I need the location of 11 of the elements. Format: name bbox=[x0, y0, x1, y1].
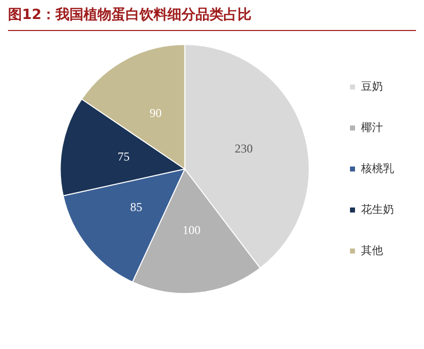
data-label: 100 bbox=[182, 223, 200, 238]
chart-title: 图12：我国植物蛋白饮料细分品类占比 bbox=[8, 6, 252, 24]
data-label: 90 bbox=[150, 106, 162, 120]
legend-label: 花生奶 bbox=[361, 203, 394, 216]
legend-label: 椰汁 bbox=[361, 121, 383, 134]
data-label: 230 bbox=[234, 141, 253, 156]
data-label: 85 bbox=[130, 200, 142, 214]
legend-label: 豆奶 bbox=[361, 81, 383, 94]
data-label: 75 bbox=[118, 149, 130, 164]
legend-label: 其他 bbox=[361, 244, 383, 258]
legend-label: 核桃乳 bbox=[360, 162, 394, 176]
